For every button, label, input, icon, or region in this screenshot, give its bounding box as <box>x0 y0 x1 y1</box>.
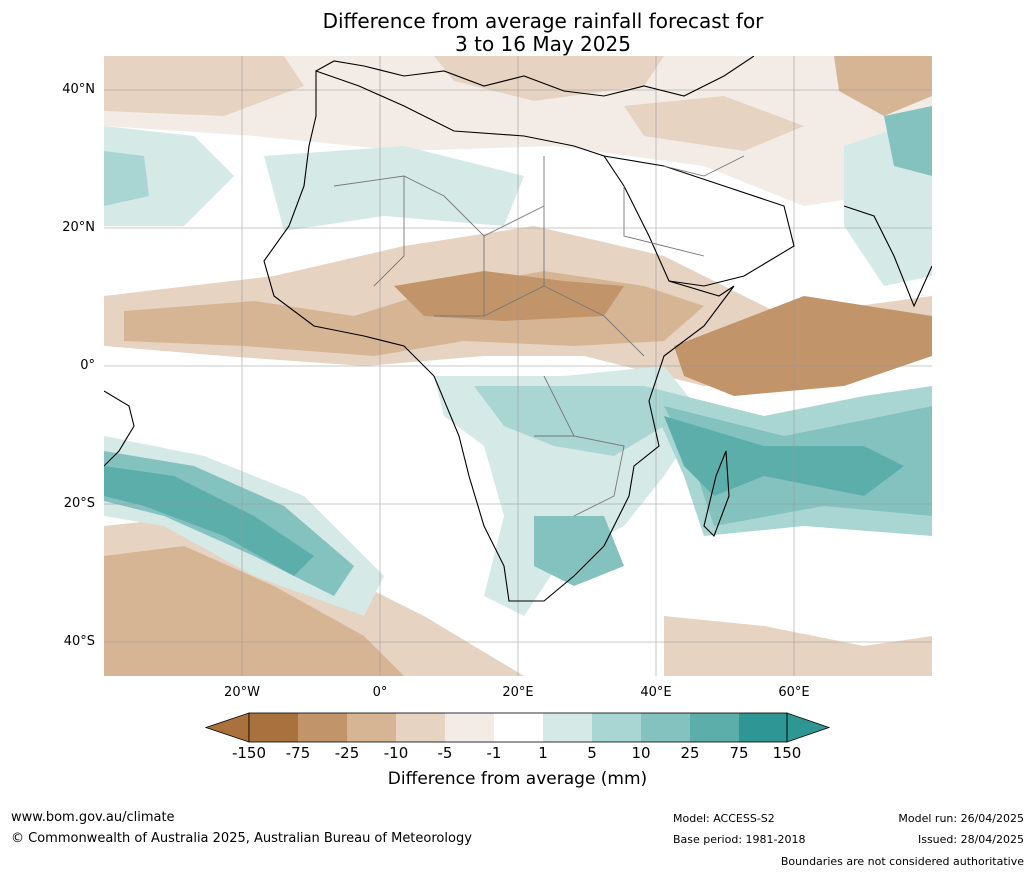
colorbar <box>204 712 831 744</box>
lon-label-60e: 60°E <box>778 685 810 700</box>
colorbar-tick-label: -25 <box>334 744 360 762</box>
colorbar-swatch-10 <box>690 713 739 742</box>
south-america-coastline <box>104 390 135 467</box>
base-period: Base period: 1981-2018 <box>673 833 806 846</box>
colorbar-tick-label: 75 <box>729 744 749 762</box>
lon-label-40e: 40°E <box>640 685 672 700</box>
colorbar-swatch-4 <box>396 713 445 742</box>
coastlines <box>104 56 932 602</box>
colorbar-tick-label: -1 <box>486 744 502 762</box>
dry-core-west-africa <box>394 271 624 321</box>
arabian-peninsula-coastline <box>603 155 795 287</box>
lat-label-20n: 20°N <box>62 220 95 235</box>
title-line-1: Difference from average rainfall forecas… <box>322 9 764 33</box>
dry-region-mediterranean <box>104 56 304 116</box>
issued-date: Issued: 28/04/2025 <box>917 833 1024 846</box>
colorbar-swatch-11 <box>739 713 787 742</box>
colorbar-tick-label: 10 <box>631 744 651 762</box>
colorbar-tick-label: 150 <box>772 744 802 762</box>
colorbar-swatch-3 <box>347 713 396 742</box>
colorbar-tick-label: -10 <box>383 744 409 762</box>
map-canvas <box>104 56 932 676</box>
lat-label-20s: 20°S <box>63 496 95 511</box>
colorbar-tick-label: -75 <box>285 744 311 762</box>
colorbar-tick-label: -150 <box>231 744 267 762</box>
colorbar-tick-label: 1 <box>538 744 548 762</box>
colorbar-tick-label: 5 <box>587 744 597 762</box>
title-line-2: 3 to 16 May 2025 <box>455 32 631 56</box>
wet-core-south-atlantic <box>104 466 314 576</box>
wet-core-north-atlantic <box>104 151 149 206</box>
colorbar-swatch-8 <box>592 713 641 742</box>
colorbar-swatch-9 <box>641 713 690 742</box>
india-coastline <box>843 205 932 308</box>
colorbar-tick-label: -5 <box>437 744 453 762</box>
source-url: www.bom.gov.au/climate <box>11 810 175 825</box>
copyright: © Commonwealth of Australia 2025, Austra… <box>11 831 472 846</box>
lon-label-20e: 20°E <box>502 685 534 700</box>
colorbar-swatch-min <box>204 712 250 743</box>
colorbar-swatch-max <box>786 712 831 743</box>
colorbar-swatch-5 <box>445 713 494 742</box>
model-run-date: Model run: 26/04/2025 <box>898 812 1024 825</box>
model-name: Model: ACCESS-S2 <box>673 812 775 825</box>
europe-coastline <box>315 56 755 97</box>
colorbar-swatch-2 <box>298 713 347 742</box>
colorbar-swatch-7 <box>543 713 592 742</box>
rainfall-anomaly-map <box>104 56 932 676</box>
country-borders <box>333 155 745 517</box>
wet-core-central-africa <box>474 386 664 456</box>
graticule <box>104 56 932 676</box>
colorbar-svg <box>204 712 831 743</box>
lat-label-0: 0° <box>80 358 95 373</box>
chart-title: Difference from average rainfall forecas… <box>0 10 1035 56</box>
colorbar-label: Difference from average (mm) <box>387 769 648 789</box>
lat-label-40s: 40°S <box>63 634 95 649</box>
lat-label-40n: 40°N <box>62 82 95 97</box>
colorbar-tick-label: 25 <box>680 744 700 762</box>
wet-region-sahara <box>264 146 524 231</box>
wet-region-south-africa <box>534 516 624 586</box>
dry-region-south-indian <box>664 616 932 676</box>
dry-region-arabia <box>624 96 804 151</box>
colorbar-outline <box>248 712 788 743</box>
lon-label-0: 0° <box>372 685 388 700</box>
dry-region-caspian <box>834 56 932 116</box>
colorbar-swatch-1 <box>249 713 298 742</box>
wet-core-indian-ocean <box>664 416 904 496</box>
madagascar-coastline <box>703 450 730 537</box>
dry-core-southern-atlantic <box>104 546 404 676</box>
wet-region-north-atlantic <box>104 126 234 226</box>
boundaries-disclaimer: Boundaries are not considered authoritat… <box>780 855 1024 868</box>
wet-core-india <box>884 106 932 176</box>
lon-label-20w: 20°W <box>224 685 260 700</box>
dry-core-horn <box>674 296 932 396</box>
colorbar-swatch-6 <box>494 713 543 742</box>
